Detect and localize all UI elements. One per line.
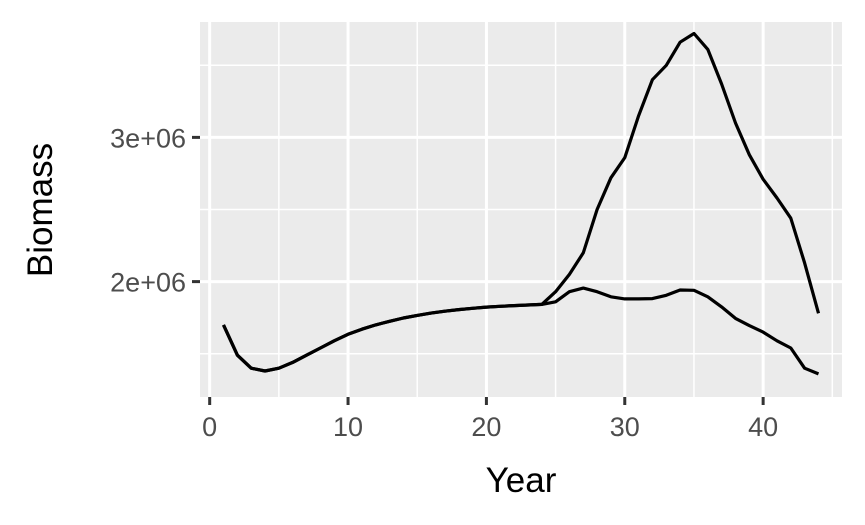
series-line-2 [222,286,820,376]
x-tick-label: 20 [471,412,501,442]
y-tick-label: 2e+06 [110,268,186,298]
x-tick-label: 40 [748,412,778,442]
grid-minor [200,22,842,397]
y-tick-label: 3e+06 [110,123,186,153]
y-axis-title: Biomass [21,143,60,277]
x-axis-title: Year [486,461,557,500]
x-tick-label: 0 [202,412,217,442]
x-tick-label: 10 [333,412,363,442]
series-lines [222,31,821,376]
y-axis: 2e+06 3e+06 [110,123,200,298]
x-tick-label: 30 [610,412,640,442]
x-axis: 0 10 20 30 40 [202,397,778,442]
